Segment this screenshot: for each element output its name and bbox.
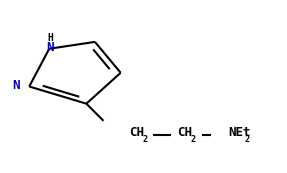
Text: CH: CH: [129, 126, 144, 139]
Text: 2: 2: [142, 135, 148, 144]
Text: N: N: [46, 40, 54, 53]
Text: CH: CH: [177, 126, 192, 139]
Text: 2: 2: [191, 135, 196, 144]
Text: N: N: [13, 79, 20, 92]
Text: 2: 2: [245, 135, 250, 144]
Text: H: H: [47, 33, 53, 43]
Text: NEt: NEt: [228, 126, 250, 139]
